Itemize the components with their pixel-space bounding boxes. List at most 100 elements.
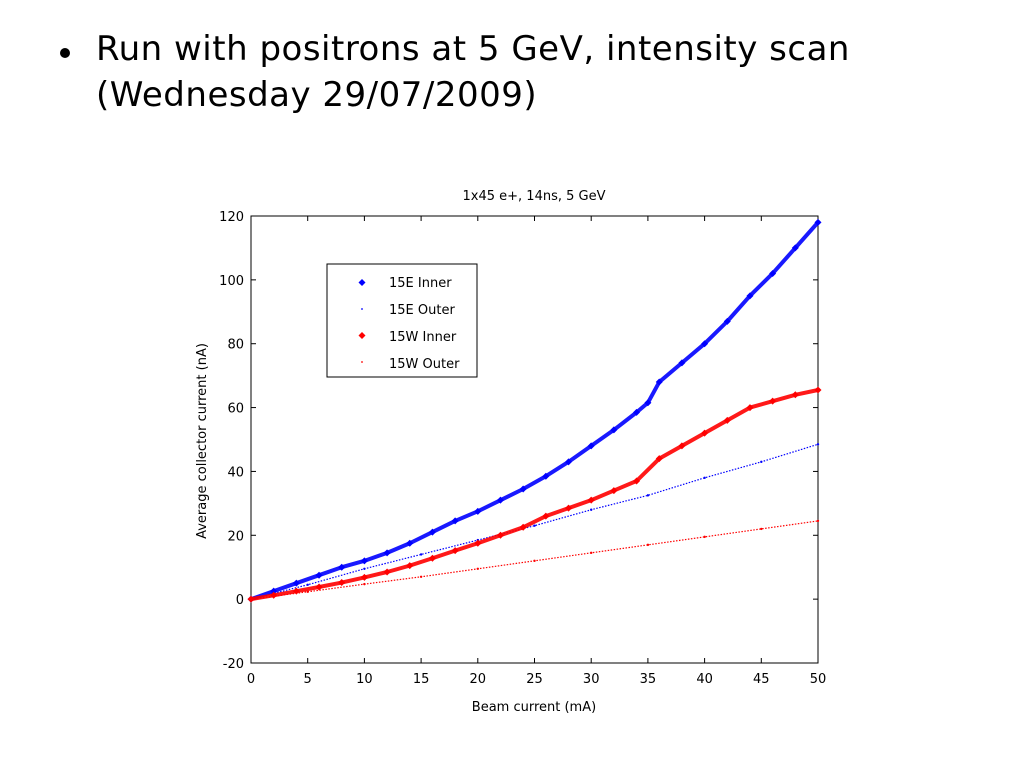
series-trace-15w-inner xyxy=(249,388,820,602)
bullet-text: Run with positrons at 5 GeV, intensity s… xyxy=(96,26,1000,118)
x-tick-label: 25 xyxy=(526,672,543,687)
data-point-15w-inner xyxy=(292,587,300,595)
data-point-15e-inner xyxy=(406,539,414,547)
data-point-15e-outer xyxy=(306,583,309,586)
plot-series xyxy=(247,218,822,603)
data-point-15w-inner xyxy=(270,591,278,599)
data-point-15e-inner xyxy=(610,426,618,434)
y-tick-label: 0 xyxy=(236,593,244,608)
data-point-15e-outer xyxy=(590,508,593,511)
data-point-15e-inner xyxy=(383,549,391,557)
data-point-15e-inner xyxy=(565,458,573,466)
data-point-15e-outer xyxy=(533,524,536,527)
y-tick-label: -20 xyxy=(223,657,244,672)
data-point-15w-inner xyxy=(315,583,323,591)
data-point-15e-inner xyxy=(496,496,504,504)
data-point-15e-inner xyxy=(338,563,346,571)
y-tick-label: 60 xyxy=(227,402,244,417)
data-point-15w-outer xyxy=(703,535,706,539)
data-point-15e-inner xyxy=(587,442,595,450)
y-tick-label: 20 xyxy=(227,529,244,544)
data-point-15w-inner xyxy=(587,496,595,504)
data-point-15w-inner xyxy=(610,487,618,495)
data-point-15w-outer xyxy=(646,543,650,547)
x-tick-label: 15 xyxy=(413,672,430,687)
bullet-point-icon xyxy=(60,48,70,58)
chart-title: 1x45 e+, 14ns, 5 GeV xyxy=(463,189,606,204)
x-tick-label: 30 xyxy=(583,672,600,687)
legend-label-15e-inner: 15E Inner xyxy=(389,276,452,291)
x-tick-label: 45 xyxy=(753,672,770,687)
legend-item-15w-outer: 15W Outer xyxy=(361,357,460,372)
data-point-15e-inner xyxy=(678,359,686,367)
legend-label-15e-outer: 15E Outer xyxy=(389,303,455,318)
data-point-15w-inner xyxy=(496,531,504,539)
data-point-15w-inner xyxy=(360,573,368,581)
data-point-15w-inner xyxy=(451,547,459,555)
data-point-15w-inner xyxy=(701,429,709,437)
legend-item-15w-inner: 15W Inner xyxy=(358,330,457,345)
data-point-15w-inner xyxy=(565,504,573,512)
data-point-15e-inner xyxy=(474,507,482,515)
legend-box xyxy=(326,263,478,378)
series-15w-inner xyxy=(247,386,822,603)
data-point-15w-inner xyxy=(791,391,799,399)
legend-marker-15e-inner-icon xyxy=(358,279,366,286)
data-point-15w-outer xyxy=(306,590,309,593)
legend-marker-15e-outer-icon xyxy=(361,308,363,310)
series-15w-outer xyxy=(249,519,820,601)
legend-marker-15w-outer-icon xyxy=(361,361,363,363)
data-point-15e-inner xyxy=(769,269,777,277)
data-point-15e-inner xyxy=(542,472,550,480)
data-point-15w-outer xyxy=(476,567,479,571)
y-tick-label: 80 xyxy=(227,338,244,353)
x-tick-label: 10 xyxy=(356,672,373,687)
x-tick-label: 40 xyxy=(696,672,713,687)
legend-marker-15w-inner-icon xyxy=(358,332,366,339)
y-axis-label: Average collector current (nA) xyxy=(195,343,210,539)
data-point-15w-outer xyxy=(249,597,253,601)
data-point-15w-outer xyxy=(419,575,423,578)
data-point-15e-outer xyxy=(703,476,706,480)
data-point-15e-inner xyxy=(791,244,799,252)
data-point-15e-outer xyxy=(760,460,763,464)
data-point-15w-inner xyxy=(519,523,527,531)
data-point-15e-inner xyxy=(746,292,754,300)
y-axis: -20 0 20 40 60 80 100 120 xyxy=(219,210,818,672)
data-point-15e-inner xyxy=(633,408,641,416)
series-trace-15e-outer xyxy=(250,443,819,600)
data-point-15e-inner xyxy=(519,485,527,493)
data-point-15w-inner xyxy=(633,477,641,485)
bullet-line-1: Run with positrons at 5 GeV, intensity s… xyxy=(96,29,850,69)
data-point-15e-inner xyxy=(451,517,459,525)
slide-bullet: Run with positrons at 5 GeV, intensity s… xyxy=(60,26,1000,118)
data-point-15w-inner xyxy=(678,442,686,450)
data-point-15e-inner xyxy=(360,557,368,565)
data-point-15e-inner xyxy=(428,528,436,536)
data-point-15w-outer xyxy=(363,582,366,586)
data-point-15e-outer xyxy=(816,443,820,446)
data-point-15e-inner xyxy=(723,317,731,325)
x-tick-label: 50 xyxy=(810,672,827,687)
legend-item-15e-inner: 15E Inner xyxy=(358,276,452,291)
data-point-15w-inner xyxy=(723,416,731,424)
data-point-15w-inner xyxy=(814,386,822,394)
legend-label-15w-inner: 15W Inner xyxy=(389,330,457,345)
y-tick-label: 120 xyxy=(219,210,244,225)
data-point-15w-outer xyxy=(816,519,820,523)
legend: 15E Inner 15E Outer 15W Inner 15W Outer xyxy=(326,263,478,378)
data-point-15w-inner xyxy=(542,512,550,520)
data-point-15e-inner xyxy=(701,340,709,348)
data-point-15e-inner xyxy=(292,579,300,587)
data-point-15e-outer xyxy=(646,494,650,497)
data-point-15w-inner xyxy=(655,455,663,463)
data-point-15e-outer xyxy=(363,567,366,571)
data-point-15w-outer xyxy=(760,527,763,531)
y-tick-label: 100 xyxy=(219,274,244,289)
data-point-15w-inner xyxy=(769,397,777,405)
data-point-15w-inner xyxy=(383,568,391,576)
data-point-15e-inner xyxy=(644,399,652,407)
data-point-15w-outer xyxy=(533,559,536,563)
data-point-15e-outer xyxy=(419,553,423,556)
